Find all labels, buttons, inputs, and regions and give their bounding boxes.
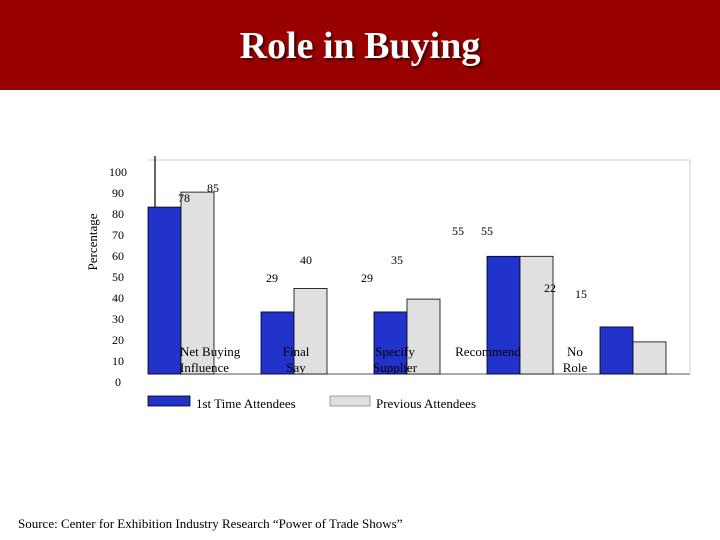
y-tick-label: 60	[112, 249, 124, 263]
y-tick-label: 40	[112, 291, 124, 305]
y-tick-label: 20	[112, 333, 124, 347]
category-label: Supplier	[373, 360, 418, 375]
title-bar	[0, 0, 720, 90]
bar-previous-attendees	[406, 298, 441, 375]
y-tick-label: 0	[115, 375, 121, 389]
y-axis-label: Percentage	[85, 213, 100, 270]
data-label-1st-time: 78	[178, 191, 190, 205]
bar-previous-attendees	[293, 287, 328, 375]
bar-previous-attendees	[180, 191, 215, 375]
y-tick-label: 50	[112, 270, 124, 284]
y-tick-label: 80	[112, 207, 124, 221]
data-label-1st-time: 22	[544, 281, 556, 295]
y-tick-label: 30	[112, 312, 124, 326]
data-label-1st-time: 55	[452, 224, 464, 238]
data-label-previous: 85	[207, 181, 219, 195]
category-label: Final	[283, 344, 310, 359]
bar-1st-time-attendees	[260, 311, 295, 375]
category-label: Net Buying	[180, 344, 241, 359]
data-label-previous: 40	[300, 253, 312, 267]
bar-1st-time-attendees	[147, 206, 182, 375]
bar-1st-time-attendees	[599, 326, 634, 375]
page-title: Role in Buying	[239, 25, 481, 67]
y-tick-label: 100	[109, 165, 127, 179]
legend-swatch-1st-time	[147, 395, 191, 407]
data-label-previous: 15	[575, 287, 587, 301]
y-tick-label: 10	[112, 354, 124, 368]
category-label: Say	[286, 360, 306, 375]
category-label: No	[567, 344, 583, 359]
legend-label-previous: Previous Attendees	[376, 396, 476, 411]
category-label: Specify	[375, 344, 415, 359]
data-label-previous: 55	[481, 224, 493, 238]
y-tick-label: 70	[112, 228, 124, 242]
bar-1st-time-attendees	[486, 255, 521, 375]
data-label-1st-time: 29	[361, 271, 373, 285]
category-label: Recommend	[455, 344, 521, 359]
y-tick-label: 90	[112, 186, 124, 200]
bar-previous-attendees	[519, 255, 554, 375]
bar-1st-time-attendees	[373, 311, 408, 375]
data-label-1st-time: 29	[266, 271, 278, 285]
category-label: Role	[563, 360, 588, 375]
legend-label-1st-time: 1st Time Attendees	[196, 396, 296, 411]
legend-swatch-previous	[329, 395, 371, 407]
source-note: Source: Center for Exhibition Industry R…	[18, 516, 403, 531]
bar-previous-attendees	[632, 341, 667, 375]
data-label-previous: 35	[391, 253, 403, 267]
category-label: Influence	[180, 360, 229, 375]
